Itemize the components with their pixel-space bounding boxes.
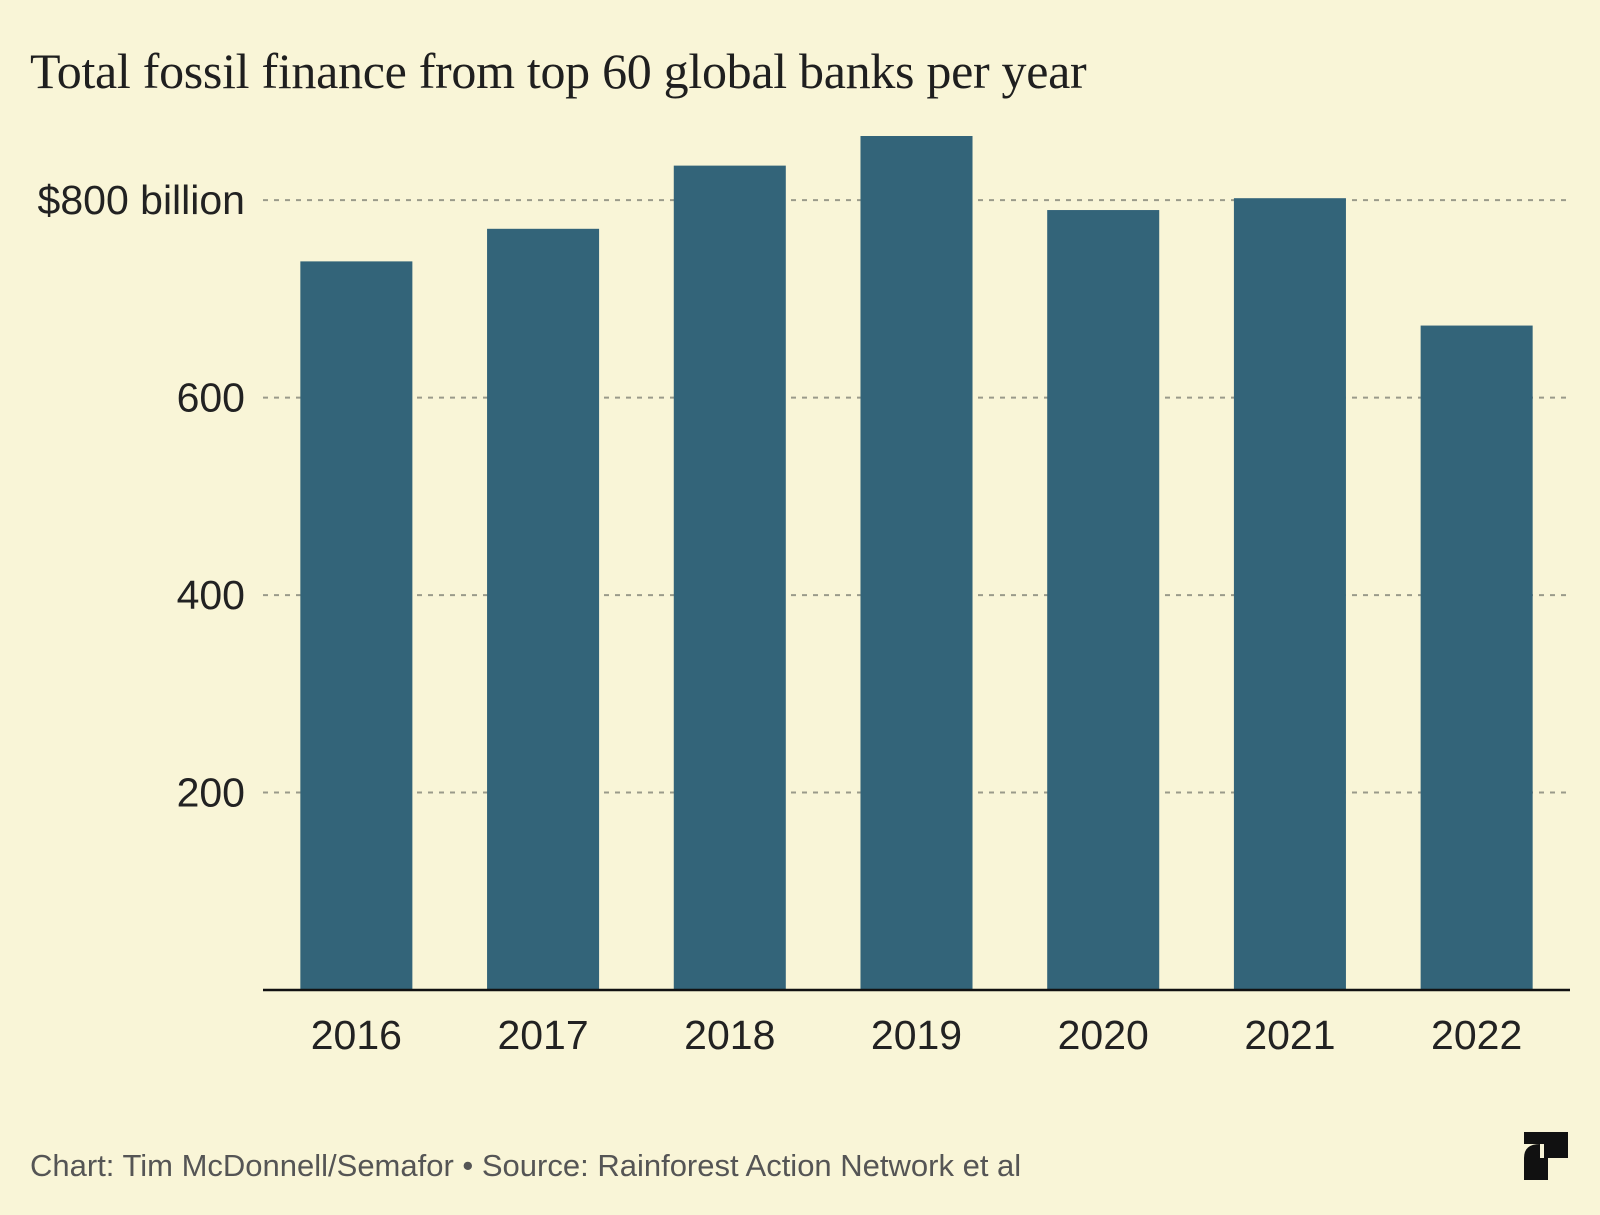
x-tick-label: 2021	[1244, 1012, 1335, 1058]
bar-2017	[487, 228, 600, 990]
y-tick-label: 400	[177, 572, 245, 618]
x-tick-label: 2018	[684, 1012, 775, 1058]
x-tick-label: 2019	[871, 1012, 962, 1058]
bar-2021	[1233, 198, 1346, 990]
page-title: Total fossil finance from top 60 global …	[30, 43, 1087, 99]
x-tick-label: 2017	[497, 1012, 588, 1058]
x-tick-label: 2022	[1431, 1012, 1522, 1058]
bar-2018	[673, 165, 786, 990]
semafor-s-logo-icon	[1524, 1132, 1568, 1180]
y-tick-labels: 200 400 600 $800 billion	[38, 177, 245, 815]
bar-2022	[1420, 325, 1533, 991]
x-tick-label: 2016	[311, 1012, 402, 1058]
bars	[300, 136, 1533, 991]
footer-credit: Chart: Tim McDonnell/Semafor • Source: R…	[30, 1148, 1022, 1183]
x-tick-label: 2020	[1058, 1012, 1149, 1058]
y-tick-label: $800 billion	[38, 177, 245, 223]
y-tick-label: 600	[177, 375, 245, 421]
bar-2019	[860, 136, 973, 990]
bar-2020	[1047, 210, 1160, 990]
bar-2016	[300, 261, 413, 990]
x-tick-labels: 2016 2017 2018 2019 2020 2021 2022	[311, 1012, 1523, 1058]
y-tick-label: 200	[177, 770, 245, 816]
